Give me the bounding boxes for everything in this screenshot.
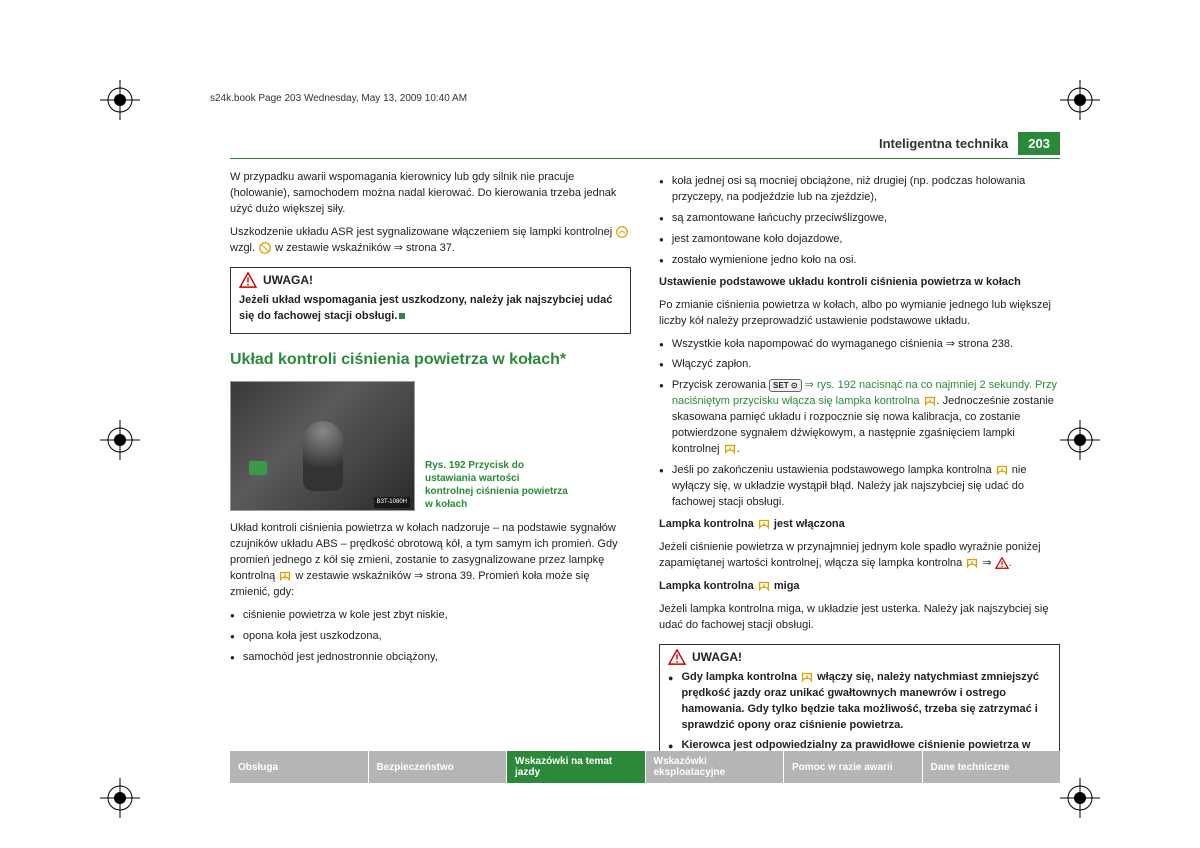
bullet-list: Wszystkie koła napompować do wymaganego …: [659, 337, 1060, 511]
bullet-list: ciśnienie powietrza w kole jest zbyt nis…: [230, 608, 631, 666]
warning-triangle-icon: [668, 649, 686, 665]
section-title: Inteligentna technika: [879, 136, 1008, 151]
page-number: 203: [1018, 132, 1060, 155]
crop-mark: [1060, 80, 1100, 120]
paragraph: Po zmianie ciśnienia powietrza w kołach,…: [659, 298, 1060, 330]
figure-code: B3T-1080H: [374, 497, 410, 508]
subheading: Lampka kontrolna miga: [659, 579, 1060, 595]
crop-mark: [100, 80, 140, 120]
tab-obsluga[interactable]: Obsługa: [230, 751, 369, 783]
subheading: Ustawienie podstawowe układu kontroli ci…: [659, 275, 1060, 291]
figure-caption: Rys. 192 Przycisk do ustawiania wartości…: [425, 459, 570, 511]
paragraph: W przypadku awarii wspomagania kierownic…: [230, 170, 631, 218]
crop-mark: [1060, 778, 1100, 818]
tab-dane-techniczne[interactable]: Dane techniczne: [923, 751, 1061, 783]
bullet-list: koła jednej osi są mocniej obciążone, ni…: [659, 174, 1060, 269]
right-column: koła jednej osi są mocniej obciążone, ni…: [659, 170, 1060, 793]
paragraph: Uszkodzenie układu ASR jest sygnalizowan…: [230, 225, 631, 257]
left-column: W przypadku awarii wspomagania kierownic…: [230, 170, 631, 793]
list-item: Wszystkie koła napompować do wymaganego …: [659, 337, 1060, 353]
pdf-header-meta: s24k.book Page 203 Wednesday, May 13, 20…: [210, 93, 467, 104]
list-item: Jeśli po zakończeniu ustawienia podstawo…: [659, 463, 1060, 511]
list-item: Gdy lampka kontrolna włączy się, należy …: [668, 670, 1051, 734]
tpms-lamp-icon: [965, 556, 979, 570]
subheading: Lampka kontrolna jest włączona: [659, 517, 1060, 533]
tpms-lamp-icon: [278, 569, 292, 583]
warning-box: UWAGA! Jeżeli układ wspomagania jest usz…: [230, 267, 631, 334]
list-item: zostało wymienione jedno koło na osi.: [659, 253, 1060, 269]
list-item: jest zamontowane koło dojazdowe,: [659, 232, 1060, 248]
list-item: ciśnienie powietrza w kole jest zbyt nis…: [230, 608, 631, 624]
warning-header: UWAGA!: [660, 645, 1059, 668]
list-item: Przycisk zerowania SET ⊙ ⇒ rys. 192 naci…: [659, 378, 1060, 458]
crop-mark: [1060, 420, 1100, 460]
footer-tabs: Obsługa Bezpieczeństwo Wskazówki na tema…: [230, 751, 1060, 783]
end-mark-icon: [399, 313, 405, 319]
list-item: Włączyć zapłon.: [659, 357, 1060, 373]
warning-title: UWAGA!: [263, 272, 313, 289]
warning-triangle-icon: [995, 556, 1009, 570]
tpms-lamp-icon: [757, 579, 771, 593]
list-item: samochód jest jednostronnie obciążony,: [230, 650, 631, 666]
warning-body: Jeżeli układ wspomagania jest uszkodzony…: [231, 291, 630, 333]
content-area: W przypadku awarii wspomagania kierownic…: [230, 170, 1060, 793]
paragraph: Jeżeli ciśnienie powietrza w przynajmnie…: [659, 540, 1060, 572]
warning-triangle-icon: [239, 272, 257, 288]
list-item: opona koła jest uszkodzona,: [230, 629, 631, 645]
list-item: koła jednej osi są mocniej obciążone, ni…: [659, 174, 1060, 206]
page-header: Inteligentna technika 203: [879, 132, 1060, 155]
warning-header: UWAGA!: [231, 268, 630, 291]
paragraph: Jeżeli lampka kontrolna miga, w układzie…: [659, 602, 1060, 634]
tab-bezpieczenstwo[interactable]: Bezpieczeństwo: [369, 751, 508, 783]
section-heading: Układ kontroli ciśnienia powietrza w koł…: [230, 348, 631, 371]
warning-title: UWAGA!: [692, 649, 742, 666]
asr-lamp-icon: [258, 241, 272, 255]
tpms-lamp-icon: [723, 442, 737, 456]
crop-mark: [100, 420, 140, 460]
paragraph: Układ kontroli ciśnienia powietrza w koł…: [230, 521, 631, 601]
tpms-lamp-icon: [800, 670, 814, 684]
tpms-lamp-icon: [757, 517, 771, 531]
tpms-lamp-icon: [995, 463, 1009, 477]
figure-image: B3T-1080H: [230, 381, 415, 511]
tpms-lamp-icon: [923, 394, 937, 408]
header-rule: [230, 158, 1060, 159]
figure: B3T-1080H Rys. 192 Przycisk do ustawiani…: [230, 381, 631, 511]
tab-wskazowki-eksploatacyjne[interactable]: Wskazówki eksploatacyjne: [646, 751, 785, 783]
tab-wskazowki-jazdy[interactable]: Wskazówki na temat jazdy: [507, 751, 646, 783]
tab-pomoc[interactable]: Pomoc w razie awarii: [784, 751, 923, 783]
set-button-icon: SET ⊙: [769, 379, 801, 393]
asr-lamp-icon: [615, 225, 629, 239]
list-item: są zamontowane łańcuchy przeciwślizgowe,: [659, 211, 1060, 227]
crop-mark: [100, 778, 140, 818]
